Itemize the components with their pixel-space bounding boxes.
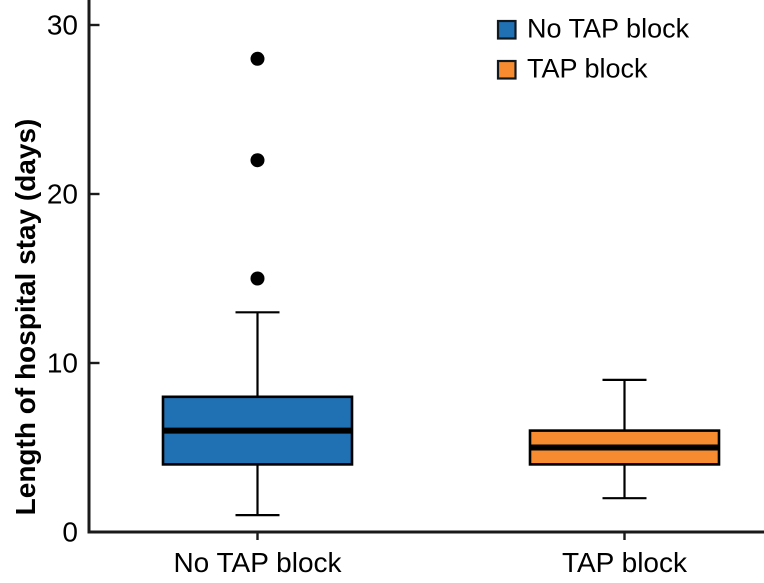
boxplot-series-0 — [161, 51, 354, 517]
x-category-label-1: TAP block — [562, 547, 688, 578]
y-tick-label-10: 10 — [47, 348, 78, 379]
legend-label-1: TAP block — [527, 54, 648, 84]
x-category-label-0: No TAP block — [173, 547, 342, 578]
outlier-dot — [250, 51, 265, 66]
axes-layer: 0 10 20 30 No TAP block TAP block — [47, 0, 764, 578]
legend-swatch-0 — [496, 19, 517, 40]
legend-swatch-1 — [496, 59, 517, 80]
y-axis-title: Length of hospital stay (days) — [10, 119, 41, 516]
plot-layer — [161, 51, 721, 517]
legend-layer: No TAP block TAP block — [496, 14, 690, 84]
boxplot-series-1 — [528, 378, 721, 500]
legend-label-0: No TAP block — [527, 14, 690, 44]
y-tick-label-30: 30 — [47, 10, 78, 41]
y-tick-label-0: 0 — [62, 517, 78, 548]
outlier-dot — [250, 271, 265, 286]
y-tick-label-20: 20 — [47, 179, 78, 210]
outlier-dot — [250, 153, 265, 168]
